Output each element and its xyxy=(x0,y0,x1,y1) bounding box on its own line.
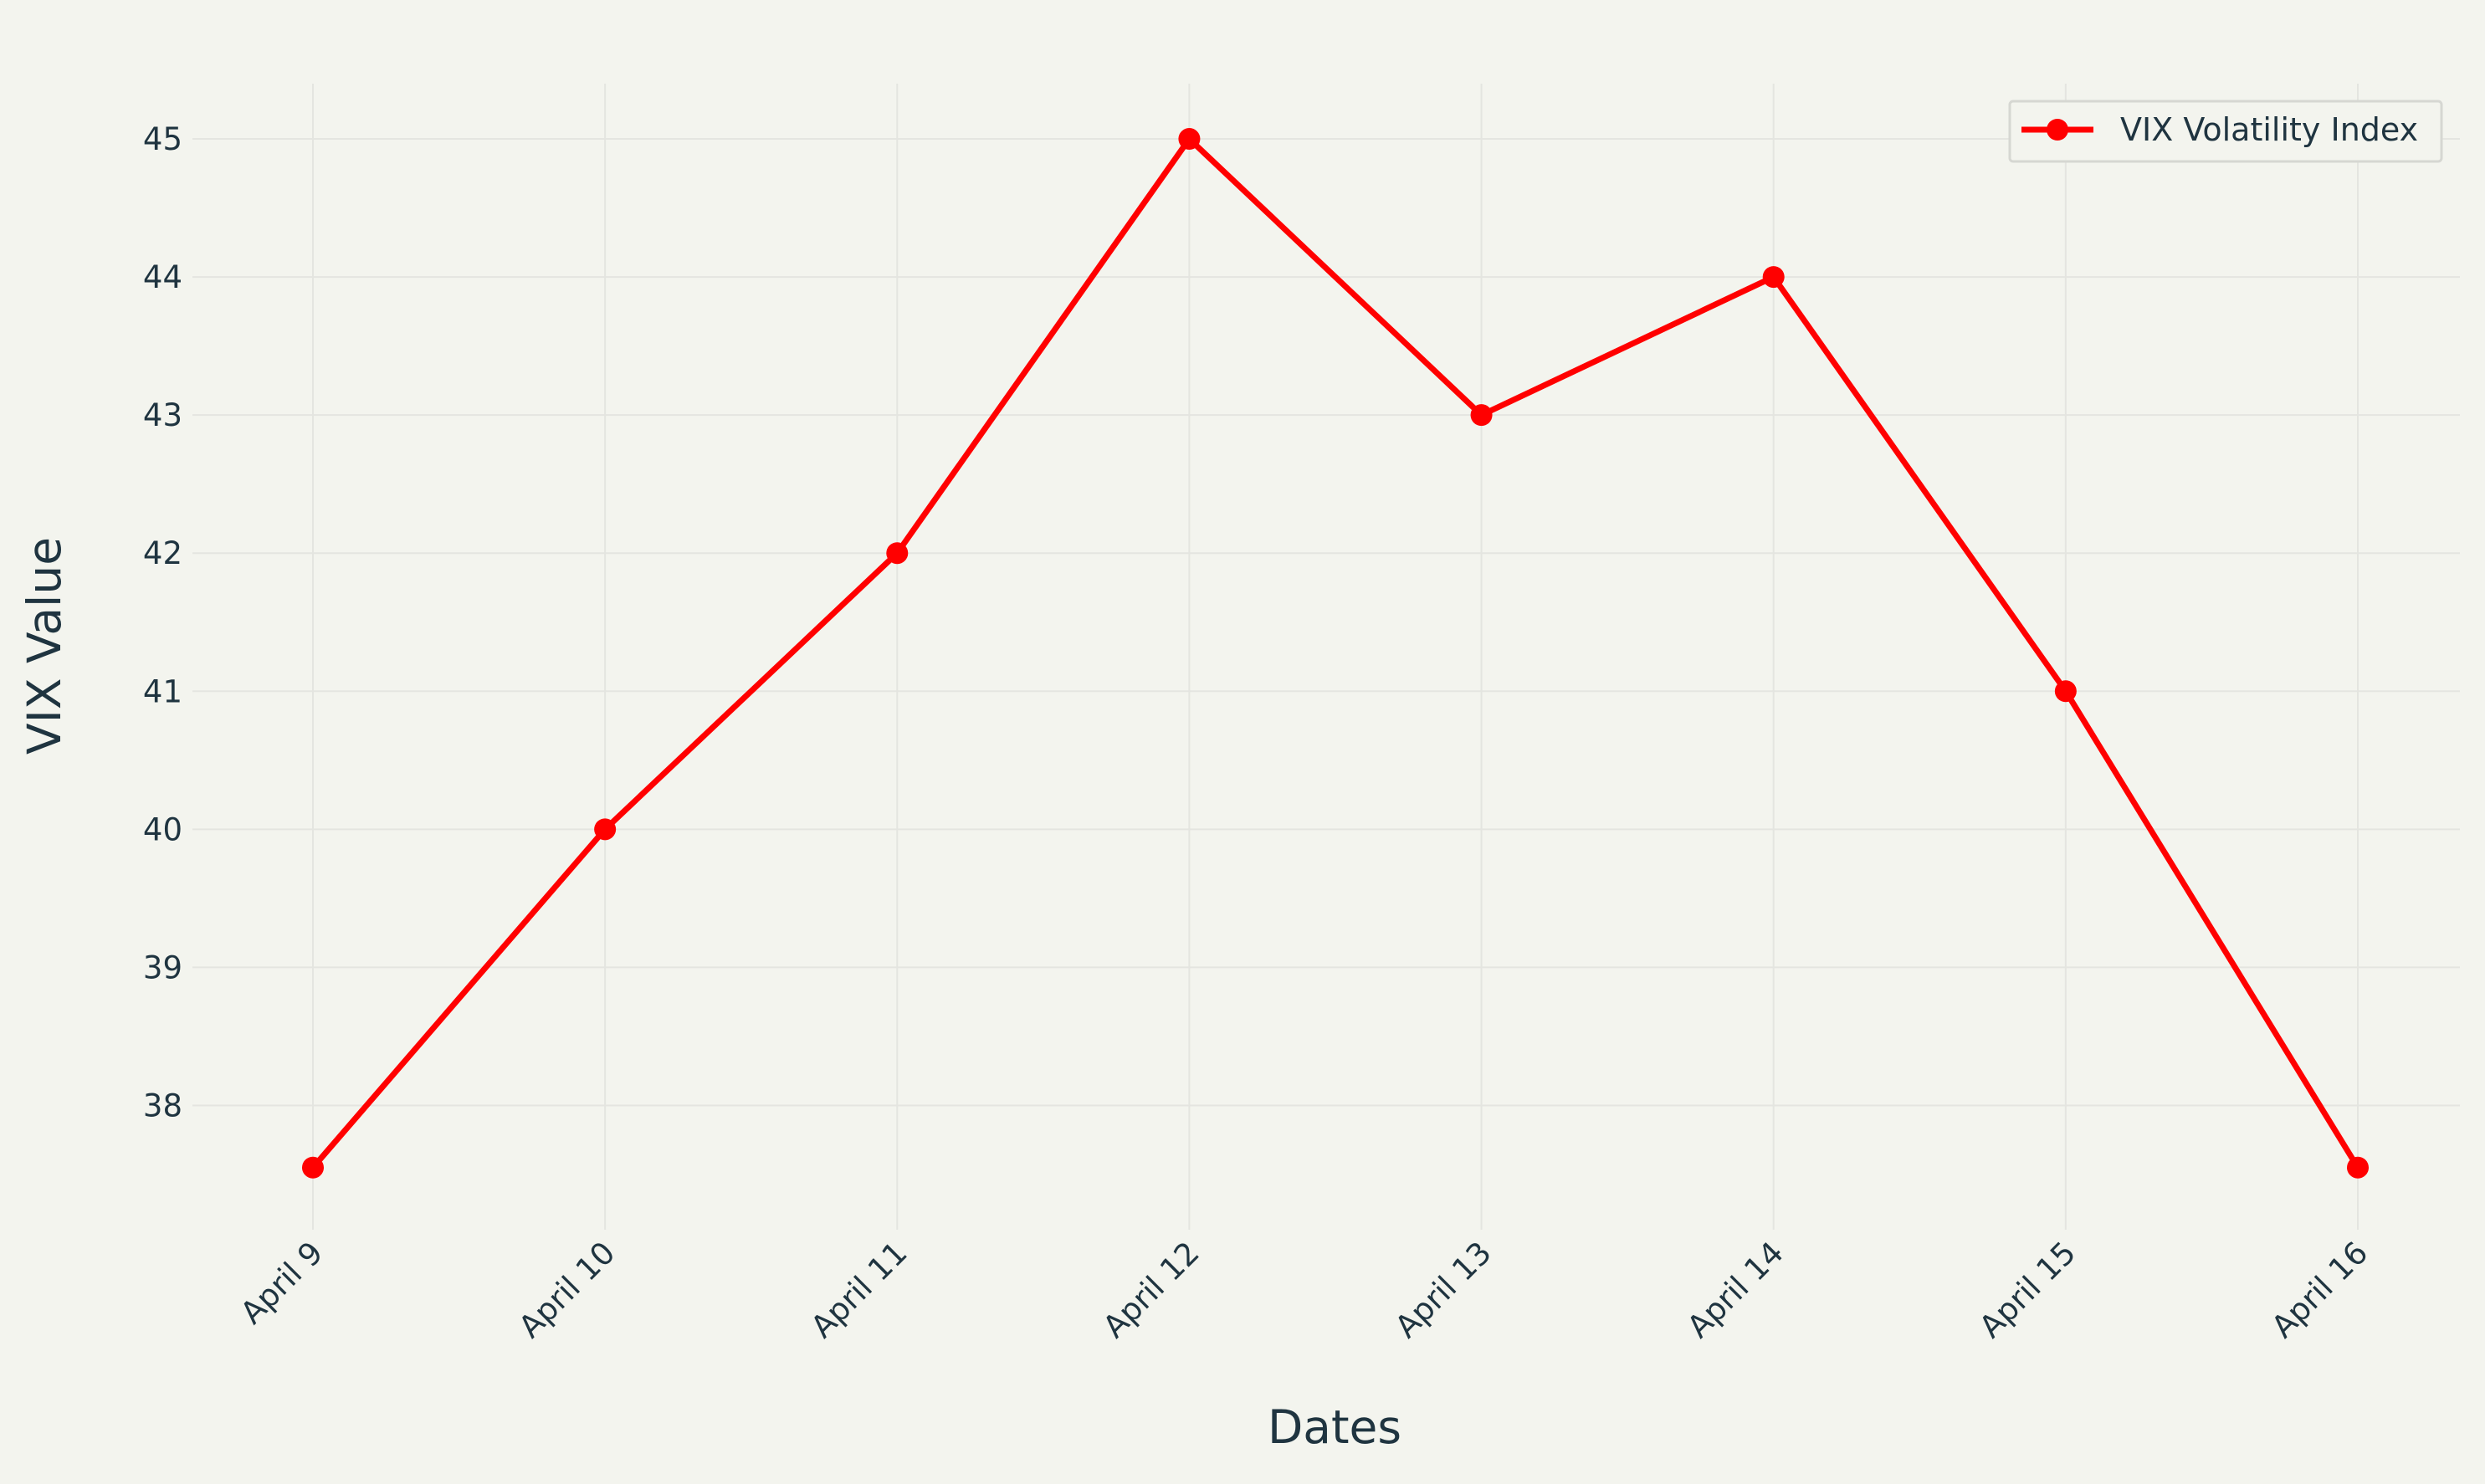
legend-box xyxy=(2008,100,2443,163)
legend-label: VIX Volatility Index xyxy=(2120,111,2418,148)
series-layer xyxy=(310,136,2361,1171)
y-tick-label: 38 xyxy=(143,1087,182,1123)
data-point[interactable] xyxy=(1762,266,1785,289)
x-axis-ticks: April 9 April 10 April 11 April 12 April 13 A… xyxy=(233,1235,2375,1345)
y-tick-label: 43 xyxy=(143,397,182,433)
data-point[interactable] xyxy=(302,1156,324,1179)
grid-layer xyxy=(192,84,2460,1230)
data-point[interactable] xyxy=(594,818,617,841)
data-point[interactable] xyxy=(2347,1156,2369,1179)
x-tick-label: April 10 xyxy=(512,1235,623,1345)
x-tick-label: April 9 xyxy=(233,1235,330,1331)
x-tick-label: April 16 xyxy=(2265,1235,2375,1345)
legend[interactable]: VIX Volatility Index xyxy=(2008,100,2443,163)
y-tick-label: 44 xyxy=(143,259,182,295)
y-tick-label: 45 xyxy=(143,121,182,157)
x-axis-title: Dates xyxy=(1268,1400,1401,1454)
y-tick-label: 42 xyxy=(143,535,182,571)
data-point[interactable] xyxy=(886,542,909,565)
x-tick-label: April 14 xyxy=(1680,1235,1791,1345)
points-layer xyxy=(302,128,2369,1179)
y-tick-label: 41 xyxy=(143,673,182,709)
y-axis-title: VIX Value xyxy=(18,537,71,755)
y-tick-label: 39 xyxy=(143,949,182,985)
data-point[interactable] xyxy=(1470,404,1493,427)
legend-marker-icon xyxy=(2047,119,2068,141)
data-point[interactable] xyxy=(2054,680,2077,703)
x-tick-label: April 13 xyxy=(1388,1235,1499,1345)
x-tick-label: April 11 xyxy=(804,1235,915,1345)
y-axis-ticks: 38 39 40 41 42 43 44 45 xyxy=(143,121,182,1123)
x-tick-label: April 15 xyxy=(1972,1235,2083,1345)
x-tick-label: April 12 xyxy=(1096,1235,1207,1345)
y-tick-label: 40 xyxy=(143,811,182,847)
series-line xyxy=(310,136,2361,1171)
data-point[interactable] xyxy=(1178,128,1201,151)
